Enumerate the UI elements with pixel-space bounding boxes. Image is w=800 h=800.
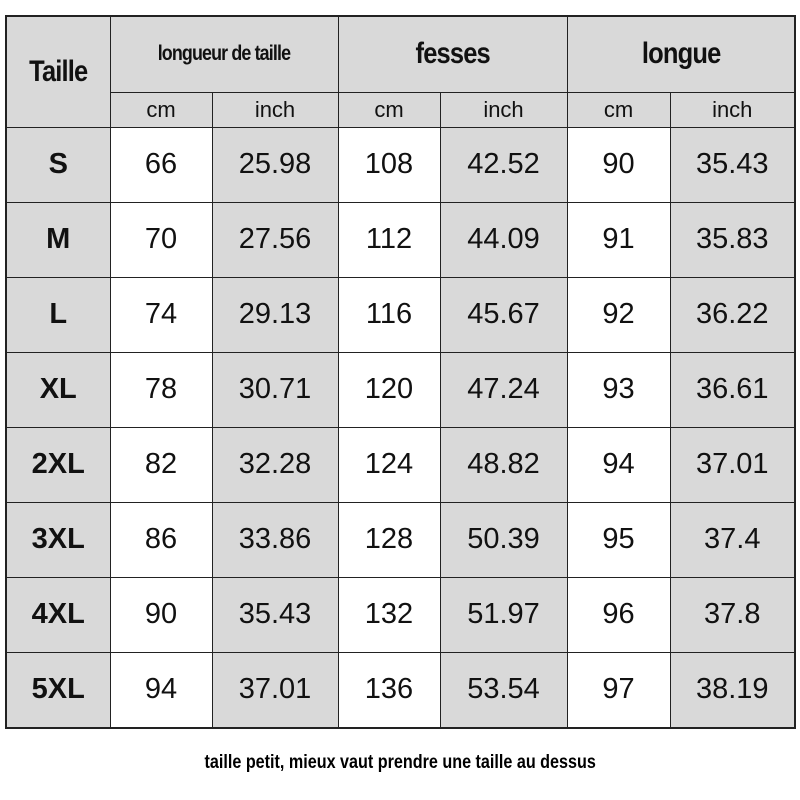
inch-cell: 29.13 (211, 276, 339, 353)
cm-cell: 90 (109, 576, 213, 653)
unit-header-cm: cm (566, 91, 671, 128)
cm-cell: 116 (337, 276, 441, 353)
cm-cell: 124 (337, 426, 441, 503)
inch-cell: 37.01 (211, 651, 339, 728)
inch-cell: 36.22 (669, 276, 796, 353)
table-row: 4XL 90 35.43 132 51.97 96 37.8 (5, 576, 796, 653)
cm-cell: 112 (337, 201, 441, 278)
cm-cell: 120 (337, 351, 441, 428)
cm-cell: 78 (109, 351, 213, 428)
cm-cell: 93 (566, 351, 671, 428)
cm-cell: 86 (109, 501, 213, 578)
size-cell: XL (5, 351, 111, 428)
inch-cell: 51.97 (439, 576, 568, 653)
inch-cell: 37.01 (669, 426, 796, 503)
cm-cell: 82 (109, 426, 213, 503)
group-header-longue: longue (566, 15, 796, 93)
unit-header-cm: cm (337, 91, 441, 128)
size-cell: L (5, 276, 111, 353)
size-cell: 5XL (5, 651, 111, 728)
cm-cell: 97 (566, 651, 671, 728)
inch-cell: 50.39 (439, 501, 568, 578)
unit-header-inch: inch (669, 91, 796, 128)
inch-cell: 44.09 (439, 201, 568, 278)
inch-cell: 32.28 (211, 426, 339, 503)
cm-cell: 108 (337, 126, 441, 203)
cm-cell: 128 (337, 501, 441, 578)
group-header-fesses: fesses (337, 15, 568, 93)
cm-cell: 136 (337, 651, 441, 728)
inch-cell: 37.4 (669, 501, 796, 578)
size-cell: S (5, 126, 111, 203)
inch-cell: 25.98 (211, 126, 339, 203)
table-row: 5XL 94 37.01 136 53.54 97 38.19 (5, 651, 796, 728)
inch-cell: 27.56 (211, 201, 339, 278)
inch-cell: 35.83 (669, 201, 796, 278)
cm-cell: 96 (566, 576, 671, 653)
size-cell: 2XL (5, 426, 111, 503)
cm-cell: 74 (109, 276, 213, 353)
cm-cell: 91 (566, 201, 671, 278)
inch-cell: 33.86 (211, 501, 339, 578)
cm-cell: 94 (566, 426, 671, 503)
unit-header-cm: cm (109, 91, 213, 128)
unit-header-inch: inch (439, 91, 568, 128)
size-chart-table: Taille longueur de taille fesses longue … (5, 15, 796, 729)
group-header-longueur: longueur de taille (109, 15, 339, 93)
cm-cell: 94 (109, 651, 213, 728)
unit-header-inch: inch (211, 91, 339, 128)
inch-cell: 53.54 (439, 651, 568, 728)
size-cell: M (5, 201, 111, 278)
size-cell: 3XL (5, 501, 111, 578)
table-row: L 74 29.13 116 45.67 92 36.22 (5, 276, 796, 353)
cm-cell: 66 (109, 126, 213, 203)
inch-cell: 48.82 (439, 426, 568, 503)
cm-cell: 92 (566, 276, 671, 353)
size-advice-note: taille petit, mieux vaut prendre une tai… (204, 752, 596, 773)
inch-cell: 35.43 (211, 576, 339, 653)
inch-cell: 47.24 (439, 351, 568, 428)
size-column-header: Taille (5, 15, 111, 128)
table-row: 3XL 86 33.86 128 50.39 95 37.4 (5, 501, 796, 578)
inch-cell: 37.8 (669, 576, 796, 653)
cm-cell: 70 (109, 201, 213, 278)
size-cell: 4XL (5, 576, 111, 653)
table-row: S 66 25.98 108 42.52 90 35.43 (5, 126, 796, 203)
inch-cell: 45.67 (439, 276, 568, 353)
inch-cell: 30.71 (211, 351, 339, 428)
inch-cell: 36.61 (669, 351, 796, 428)
inch-cell: 38.19 (669, 651, 796, 728)
cm-cell: 132 (337, 576, 441, 653)
table-row: M 70 27.56 112 44.09 91 35.83 (5, 201, 796, 278)
table-row: 2XL 82 32.28 124 48.82 94 37.01 (5, 426, 796, 503)
inch-cell: 42.52 (439, 126, 568, 203)
cm-cell: 90 (566, 126, 671, 203)
cm-cell: 95 (566, 501, 671, 578)
inch-cell: 35.43 (669, 126, 796, 203)
table-row: XL 78 30.71 120 47.24 93 36.61 (5, 351, 796, 428)
